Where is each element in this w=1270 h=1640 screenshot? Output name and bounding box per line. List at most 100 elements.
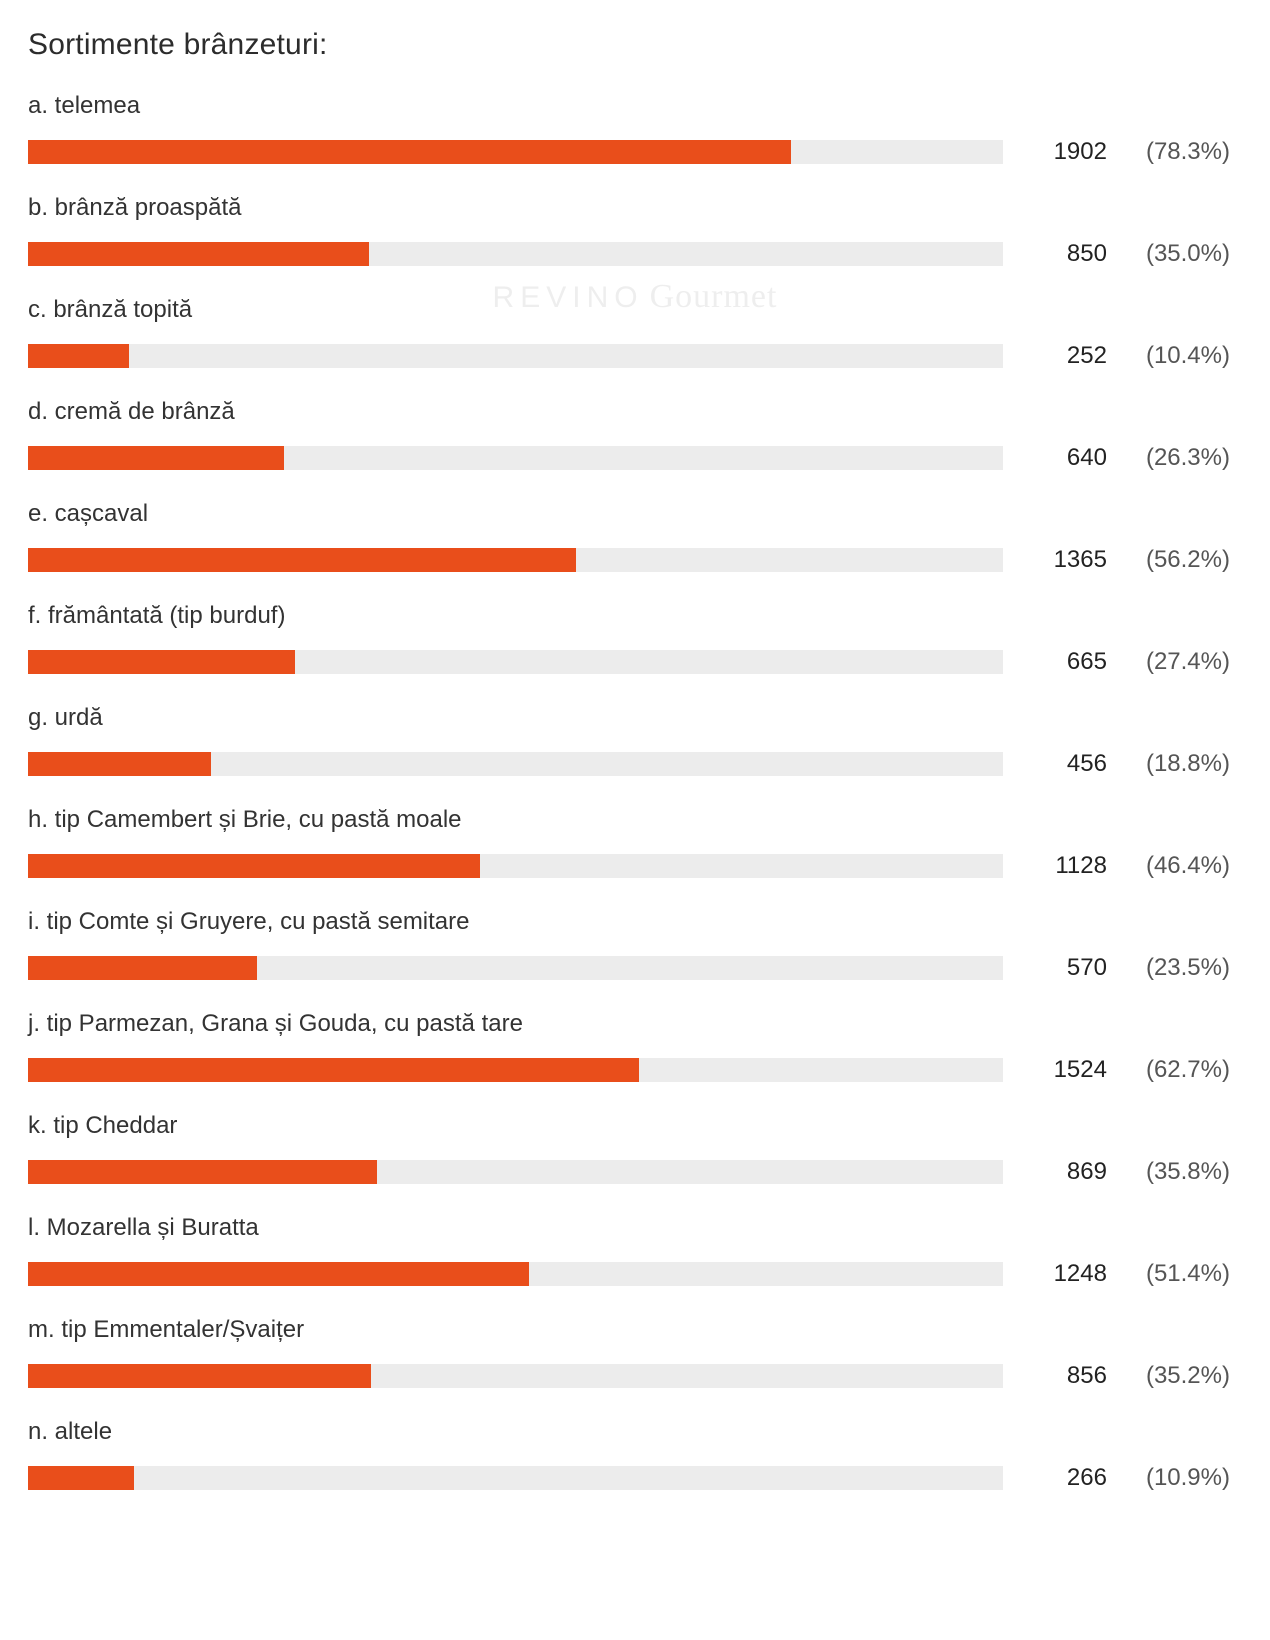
bar-fill	[28, 752, 211, 776]
row-label: d. cremă de brânză	[28, 398, 1230, 426]
chart-row: f. frământată (tip burduf) 665 (27.4%)	[28, 602, 1230, 676]
row-label: a. telemea	[28, 92, 1230, 120]
row-percent: (26.3%)	[1125, 444, 1230, 472]
row-body: 1524 (62.7%)	[28, 1056, 1230, 1084]
row-label: f. frământată (tip burduf)	[28, 602, 1230, 630]
row-label: n. altele	[28, 1418, 1230, 1446]
bar-fill	[28, 140, 791, 164]
row-label: g. urdă	[28, 704, 1230, 732]
row-body: 252 (10.4%)	[28, 342, 1230, 370]
bar-fill	[28, 344, 129, 368]
row-label: i. tip Comte și Gruyere, cu pastă semita…	[28, 908, 1230, 936]
row-count: 640	[1021, 444, 1107, 472]
row-body: 456 (18.8%)	[28, 750, 1230, 778]
row-count: 1365	[1021, 546, 1107, 574]
row-body: 665 (27.4%)	[28, 648, 1230, 676]
chart-row: j. tip Parmezan, Grana și Gouda, cu past…	[28, 1010, 1230, 1084]
chart-row: a. telemea 1902 (78.3%)	[28, 92, 1230, 166]
row-percent: (35.8%)	[1125, 1158, 1230, 1186]
row-count: 1248	[1021, 1260, 1107, 1288]
bar-fill	[28, 1364, 371, 1388]
chart-rows: a. telemea 1902 (78.3%) b. brânză proaspătă…	[28, 92, 1230, 1492]
bar-fill	[28, 1058, 639, 1082]
row-count: 570	[1021, 954, 1107, 982]
chart-row: n. altele 266 (10.9%)	[28, 1418, 1230, 1492]
row-label: e. cașcaval	[28, 500, 1230, 528]
row-body: 1248 (51.4%)	[28, 1260, 1230, 1288]
bar-track	[28, 242, 1003, 266]
bar-fill	[28, 1466, 134, 1490]
row-body: 570 (23.5%)	[28, 954, 1230, 982]
row-percent: (35.2%)	[1125, 1362, 1230, 1390]
bar-track	[28, 752, 1003, 776]
chart-row: b. brânză proaspătă 850 (35.0%)	[28, 194, 1230, 268]
row-label: h. tip Camembert și Brie, cu pastă moale	[28, 806, 1230, 834]
row-body: 869 (35.8%)	[28, 1158, 1230, 1186]
bar-track	[28, 1466, 1003, 1490]
chart-title: Sortimente brânzeturi:	[28, 28, 1230, 62]
bar-track	[28, 140, 1003, 164]
survey-chart: REVINOGourmet Sortimente brânzeturi: a. …	[0, 0, 1270, 1532]
row-body: 1128 (46.4%)	[28, 852, 1230, 880]
row-body: 1902 (78.3%)	[28, 138, 1230, 166]
chart-row: l. Mozarella și Buratta 1248 (51.4%)	[28, 1214, 1230, 1288]
bar-fill	[28, 1262, 529, 1286]
bar-fill	[28, 1160, 377, 1184]
bar-track	[28, 1058, 1003, 1082]
row-body: 1365 (56.2%)	[28, 546, 1230, 574]
bar-track	[28, 344, 1003, 368]
row-body: 850 (35.0%)	[28, 240, 1230, 268]
chart-row: e. cașcaval 1365 (56.2%)	[28, 500, 1230, 574]
chart-row: i. tip Comte și Gruyere, cu pastă semita…	[28, 908, 1230, 982]
bar-fill	[28, 242, 369, 266]
row-count: 266	[1021, 1464, 1107, 1492]
row-count: 665	[1021, 648, 1107, 676]
row-percent: (23.5%)	[1125, 954, 1230, 982]
bar-track	[28, 1262, 1003, 1286]
bar-track	[28, 956, 1003, 980]
chart-row: d. cremă de brânză 640 (26.3%)	[28, 398, 1230, 472]
row-count: 869	[1021, 1158, 1107, 1186]
bar-fill	[28, 446, 284, 470]
row-percent: (10.4%)	[1125, 342, 1230, 370]
row-label: m. tip Emmentaler/Șvaițer	[28, 1316, 1230, 1344]
row-label: b. brânză proaspătă	[28, 194, 1230, 222]
row-body: 266 (10.9%)	[28, 1464, 1230, 1492]
row-percent: (46.4%)	[1125, 852, 1230, 880]
chart-row: g. urdă 456 (18.8%)	[28, 704, 1230, 778]
row-label: k. tip Cheddar	[28, 1112, 1230, 1140]
row-count: 1902	[1021, 138, 1107, 166]
chart-row: h. tip Camembert și Brie, cu pastă moale…	[28, 806, 1230, 880]
row-count: 456	[1021, 750, 1107, 778]
chart-row: m. tip Emmentaler/Șvaițer 856 (35.2%)	[28, 1316, 1230, 1390]
bar-track	[28, 650, 1003, 674]
row-body: 856 (35.2%)	[28, 1362, 1230, 1390]
row-count: 1524	[1021, 1056, 1107, 1084]
row-percent: (18.8%)	[1125, 750, 1230, 778]
bar-track	[28, 854, 1003, 878]
row-label: j. tip Parmezan, Grana și Gouda, cu past…	[28, 1010, 1230, 1038]
bar-fill	[28, 650, 295, 674]
row-percent: (10.9%)	[1125, 1464, 1230, 1492]
chart-row: c. brânză topită 252 (10.4%)	[28, 296, 1230, 370]
bar-fill	[28, 854, 480, 878]
row-percent: (78.3%)	[1125, 138, 1230, 166]
bar-track	[28, 548, 1003, 572]
bar-fill	[28, 956, 257, 980]
row-count: 856	[1021, 1362, 1107, 1390]
row-percent: (35.0%)	[1125, 240, 1230, 268]
bar-track	[28, 1364, 1003, 1388]
row-percent: (62.7%)	[1125, 1056, 1230, 1084]
row-percent: (27.4%)	[1125, 648, 1230, 676]
bar-track	[28, 446, 1003, 470]
bar-track	[28, 1160, 1003, 1184]
bar-fill	[28, 548, 576, 572]
chart-row: k. tip Cheddar 869 (35.8%)	[28, 1112, 1230, 1186]
row-percent: (56.2%)	[1125, 546, 1230, 574]
row-label: l. Mozarella și Buratta	[28, 1214, 1230, 1242]
row-label: c. brânză topită	[28, 296, 1230, 324]
row-count: 850	[1021, 240, 1107, 268]
row-count: 1128	[1021, 852, 1107, 880]
row-count: 252	[1021, 342, 1107, 370]
row-percent: (51.4%)	[1125, 1260, 1230, 1288]
